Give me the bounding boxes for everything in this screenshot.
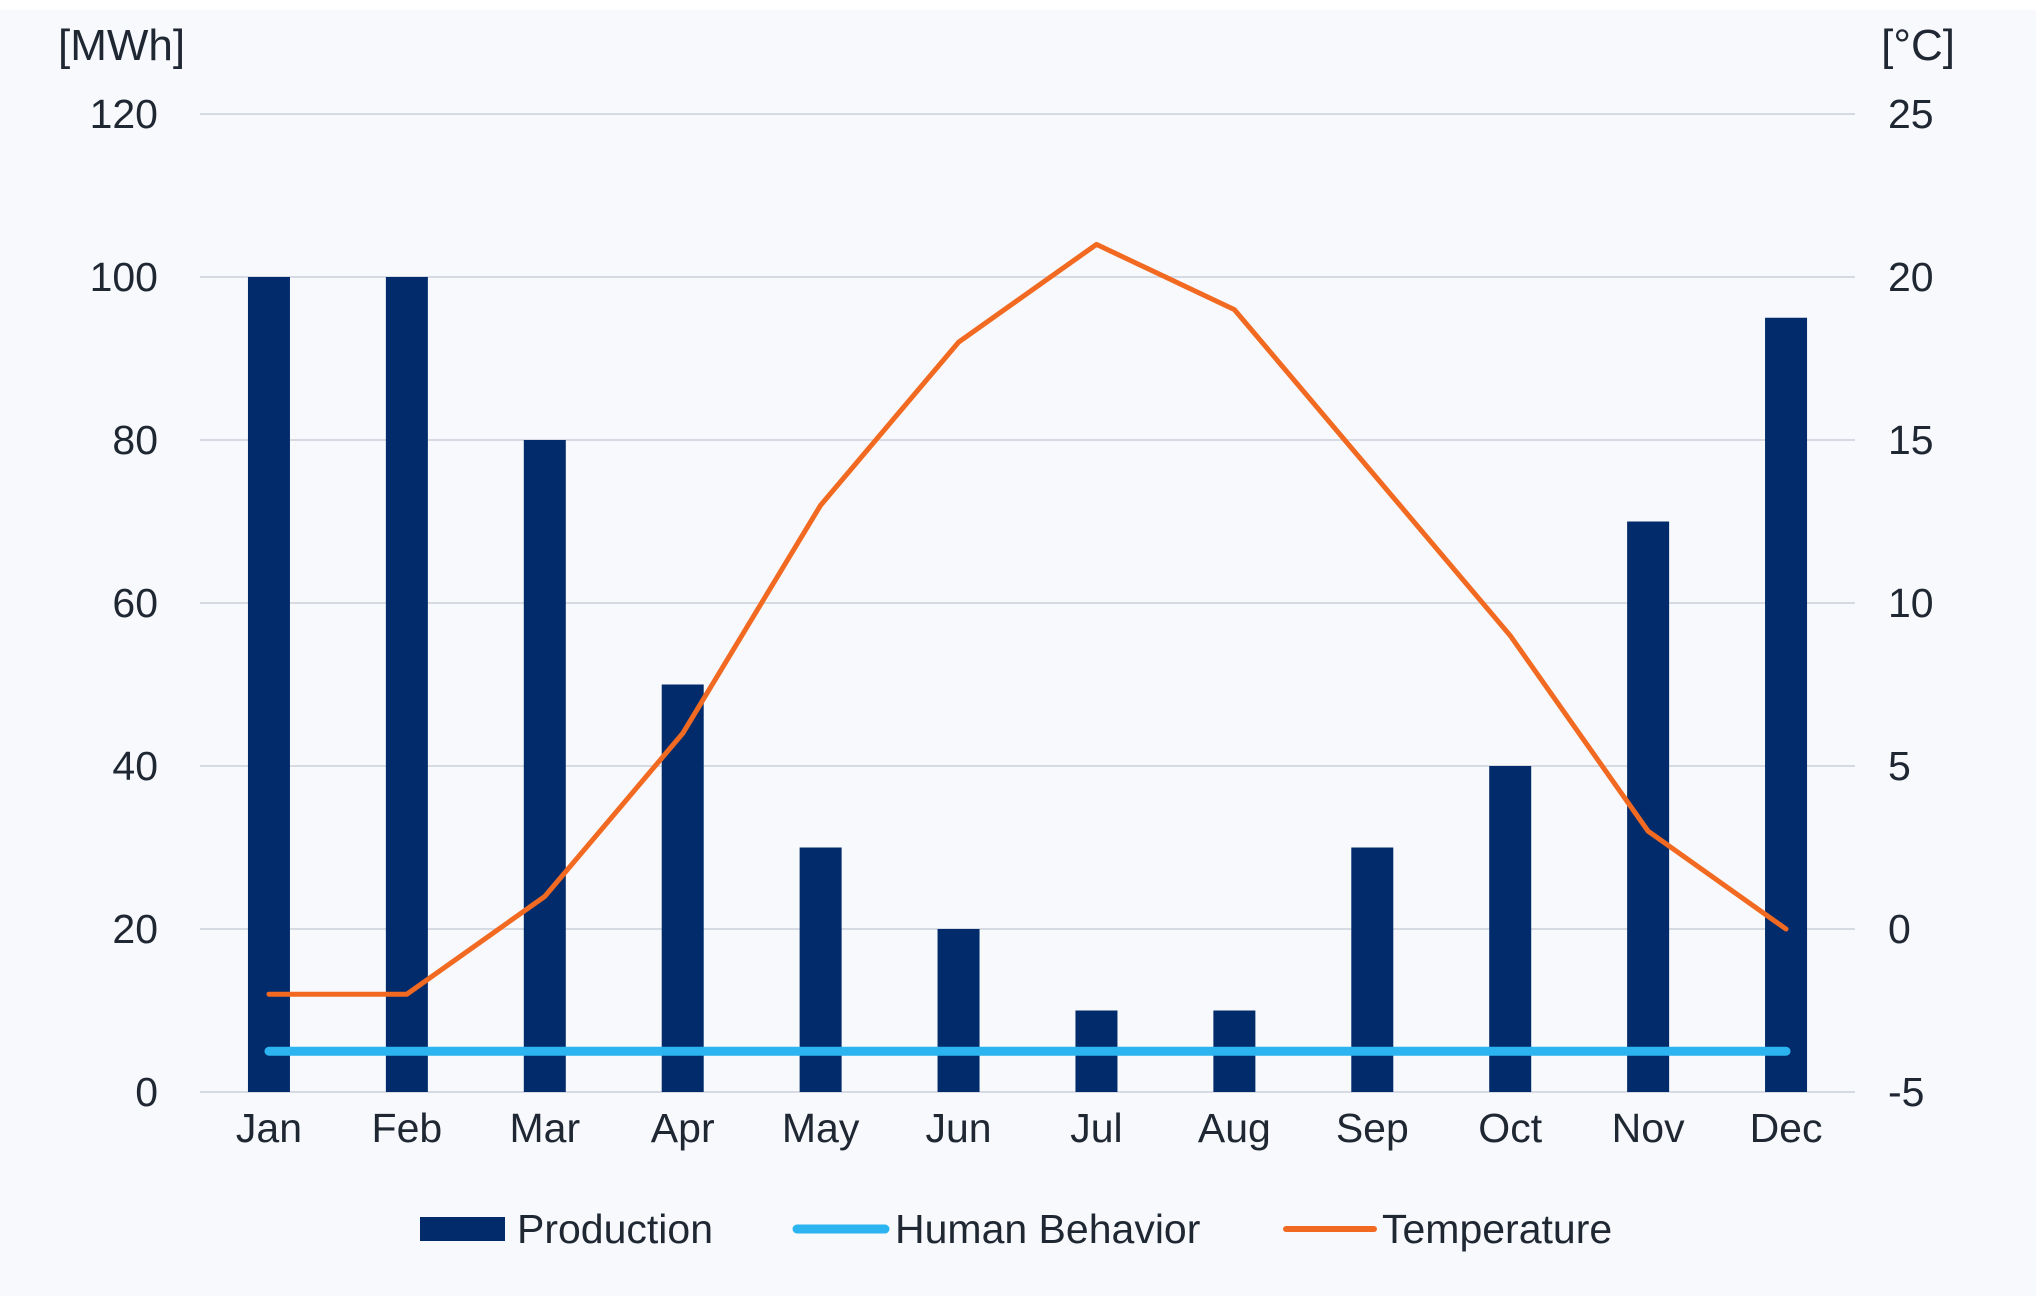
y-right-tick-label: 15 [1888, 417, 1934, 463]
x-tick-label: Oct [1478, 1105, 1542, 1151]
y-left-tick-label: 120 [90, 91, 158, 137]
x-tick-label: May [782, 1105, 860, 1151]
legend-label-production: Production [517, 1206, 713, 1252]
legend: Production Human Behavior Temperature [420, 1206, 1612, 1252]
y-left-tick-label: 0 [135, 1069, 158, 1115]
y-left-tick-label: 100 [90, 254, 158, 300]
y-right-tick-label: 5 [1888, 743, 1911, 789]
axes: [MWh] [°C] 0 20 40 60 80 100 120 -5 0 5 10 15 20 25 Ja… [58, 21, 1955, 1151]
y-right-tick-label: 0 [1888, 906, 1911, 952]
y-left-tick-label: 60 [112, 580, 158, 626]
x-tick-label: Sep [1336, 1105, 1409, 1151]
y-left-tick-label: 80 [112, 417, 158, 463]
y-right-tick-label: 20 [1888, 254, 1934, 300]
legend-label-temperature: Temperature [1382, 1206, 1612, 1252]
legend-swatch-production [420, 1217, 505, 1241]
production-bar [1627, 521, 1670, 1092]
x-tick-label: Jun [925, 1105, 991, 1151]
production-bar [385, 277, 428, 1092]
y-right-tick-label: 10 [1888, 580, 1934, 626]
y-left-tick-label: 20 [112, 906, 158, 952]
y-right-tick-label: 25 [1888, 91, 1934, 137]
production-bar [523, 440, 566, 1092]
production-bars [247, 277, 1808, 1092]
combo-chart: [MWh] [°C] 0 20 40 60 80 100 120 -5 0 5 10 15 20 25 Ja… [58, 21, 1955, 1252]
y-right-axis-label: [°C] [1881, 21, 1955, 70]
temperature-line [266, 241, 1789, 997]
x-tick-label: Apr [651, 1105, 715, 1151]
x-tick-label: Mar [509, 1105, 580, 1151]
x-tick-label: Nov [1612, 1105, 1685, 1151]
y-left-tick-label: 40 [112, 743, 158, 789]
production-bar [937, 929, 980, 1092]
x-tick-label: Dec [1750, 1105, 1823, 1151]
production-bar [1489, 766, 1532, 1092]
production-bar [247, 277, 290, 1092]
legend-label-human-behavior: Human Behavior [895, 1206, 1200, 1252]
x-tick-label: Feb [372, 1105, 443, 1151]
series-lines [264, 241, 1791, 1056]
x-tick-label: Jan [236, 1105, 302, 1151]
y-right-tick-label: -5 [1888, 1069, 1924, 1115]
production-bar [661, 684, 704, 1092]
y-left-axis-label: [MWh] [58, 21, 185, 70]
x-tick-label: Aug [1198, 1105, 1271, 1151]
x-tick-label: Jul [1070, 1105, 1122, 1151]
gridlines [200, 113, 1855, 1093]
production-bar [1765, 317, 1808, 1092]
chart-panel: [MWh] [°C] 0 20 40 60 80 100 120 -5 0 5 10 15 20 25 Ja… [0, 10, 2036, 1296]
